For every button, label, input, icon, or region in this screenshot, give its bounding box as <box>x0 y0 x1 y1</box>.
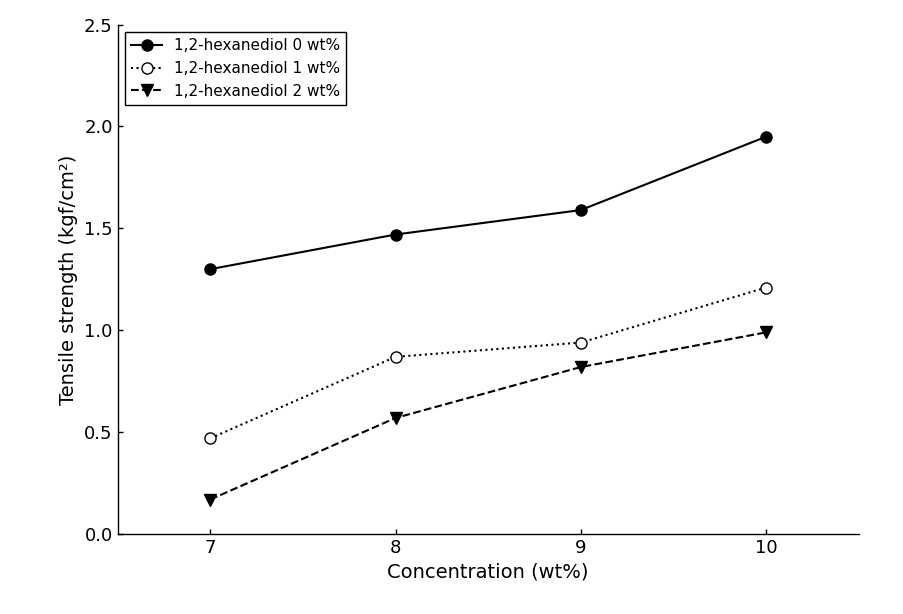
1,2-hexanediol 2 wt% <box>760 328 771 336</box>
Line: 1,2-hexanediol 2 wt%: 1,2-hexanediol 2 wt% <box>204 327 771 505</box>
1,2-hexanediol 0 wt% <box>390 231 401 238</box>
1,2-hexanediol 0 wt% <box>760 133 771 141</box>
1,2-hexanediol 0 wt% <box>205 265 216 273</box>
Legend: 1,2-hexanediol 0 wt%, 1,2-hexanediol 1 wt%, 1,2-hexanediol 2 wt%: 1,2-hexanediol 0 wt%, 1,2-hexanediol 1 w… <box>125 32 346 105</box>
Y-axis label: Tensile strength (kgf/cm²): Tensile strength (kgf/cm²) <box>60 154 79 405</box>
X-axis label: Concentration (wt%): Concentration (wt%) <box>387 562 588 581</box>
1,2-hexanediol 2 wt% <box>205 496 216 503</box>
1,2-hexanediol 1 wt% <box>760 284 771 291</box>
1,2-hexanediol 1 wt% <box>205 435 216 442</box>
1,2-hexanediol 1 wt% <box>575 339 586 346</box>
Line: 1,2-hexanediol 1 wt%: 1,2-hexanediol 1 wt% <box>204 282 771 444</box>
1,2-hexanediol 0 wt% <box>575 206 586 214</box>
1,2-hexanediol 2 wt% <box>390 414 401 422</box>
Line: 1,2-hexanediol 0 wt%: 1,2-hexanediol 0 wt% <box>204 131 771 274</box>
1,2-hexanediol 2 wt% <box>575 363 586 371</box>
1,2-hexanediol 1 wt% <box>390 353 401 360</box>
